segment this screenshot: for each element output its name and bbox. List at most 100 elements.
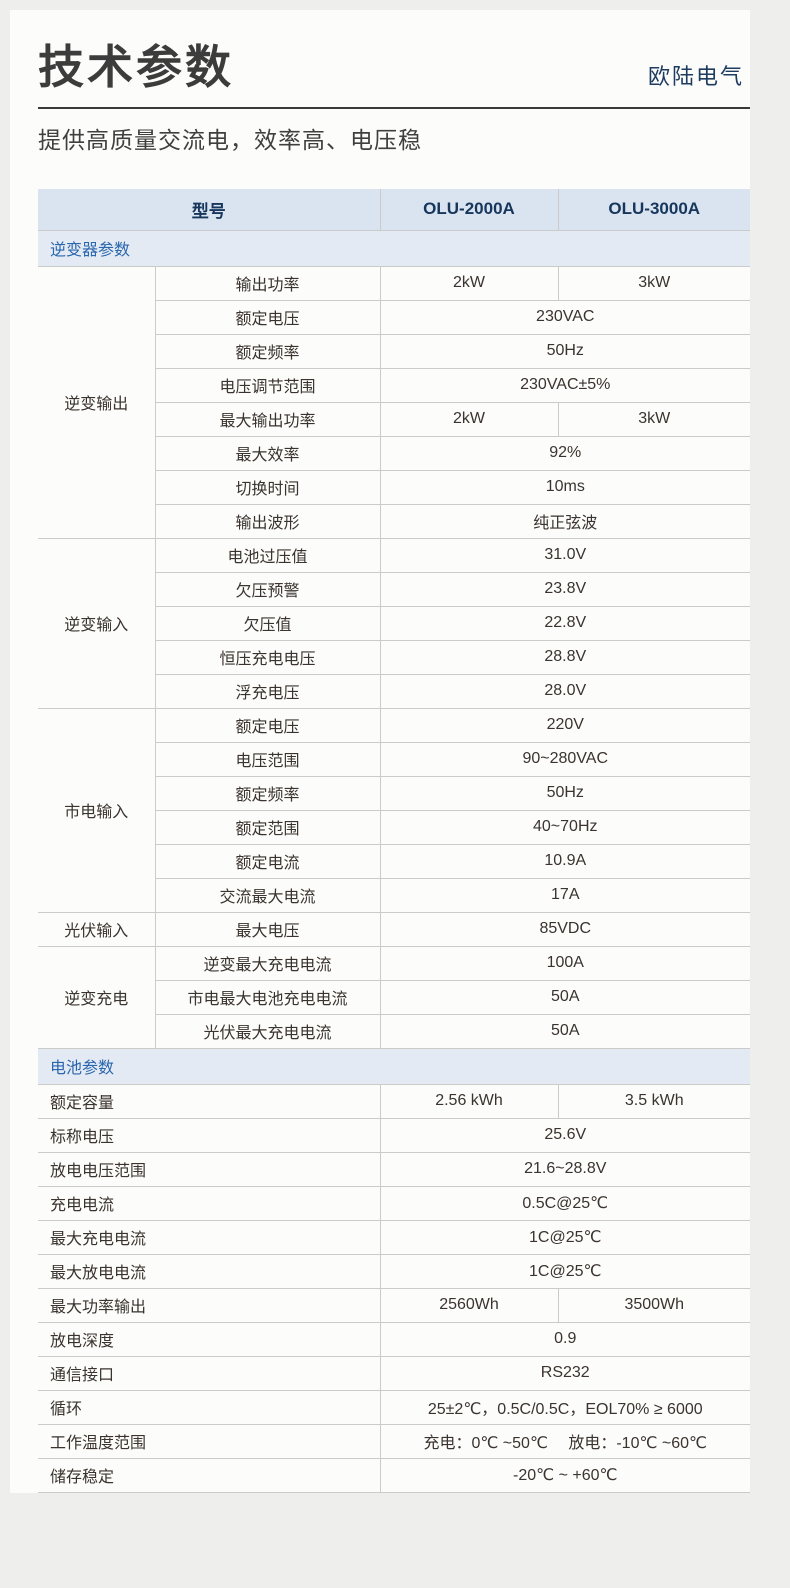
value-cell: 220V bbox=[379, 707, 750, 743]
spec-table: 型号 OLU-2000A OLU-3000A 逆变器参数 逆变输出 输出功率 2… bbox=[38, 189, 750, 1493]
param-label-cell: 最大效率 bbox=[155, 435, 381, 471]
value-cell: 40~70Hz bbox=[379, 809, 750, 845]
value-cell: 50Hz bbox=[379, 775, 750, 811]
value-cell: 25±2℃，0.5C/0.5C，EOL70% ≥ 6000 bbox=[379, 1389, 750, 1425]
value-cell: 2.56 kWh bbox=[379, 1083, 559, 1119]
table-row: 充电电流 0.5C@25℃ bbox=[38, 1185, 750, 1221]
param-label-cell: 通信接口 bbox=[38, 1355, 381, 1391]
table-row: 逆变输出 输出功率 2kW 3kW bbox=[38, 265, 750, 539]
value-cell: 230VAC±5% bbox=[379, 367, 750, 403]
param-label-cell: 市电最大电池充电电流 bbox=[155, 979, 381, 1015]
value-cell: 28.8V bbox=[379, 639, 750, 675]
param-label-cell: 最大电压 bbox=[154, 911, 381, 947]
model-a-header-cell: OLU-2000A bbox=[379, 189, 559, 231]
value-cell: 25.6V bbox=[379, 1117, 750, 1153]
brand-name: 欧陆电气 bbox=[647, 64, 744, 90]
value-cell: 230VAC bbox=[379, 299, 750, 335]
table-row: 循环 25±2℃，0.5C/0.5C，EOL70% ≥ 6000 bbox=[38, 1389, 750, 1425]
table-row: 储存稳定 -20℃ ~ +60℃ bbox=[38, 1457, 750, 1493]
model-b-header-cell: OLU-3000A bbox=[557, 189, 750, 231]
param-label-cell: 光伏最大充电电流 bbox=[155, 1013, 381, 1049]
page-title: 技术参数 bbox=[38, 41, 234, 93]
table-row: 输出波形 纯正弦波 bbox=[38, 503, 750, 539]
table-row: 最大效率 92% bbox=[38, 435, 750, 471]
param-label-cell: 额定频率 bbox=[155, 333, 381, 369]
param-label-cell: 逆变最大充电电流 bbox=[154, 945, 381, 981]
param-label-cell: 输出波形 bbox=[155, 503, 381, 539]
value-cell: 23.8V bbox=[379, 571, 750, 607]
param-label-cell: 欠压预警 bbox=[155, 571, 381, 607]
category-cell: 逆变充电 bbox=[38, 945, 156, 1049]
param-label-cell: 最大功率输出 bbox=[38, 1287, 381, 1323]
param-label-cell: 欠压值 bbox=[155, 605, 381, 641]
param-label-cell: 最大输出功率 bbox=[155, 401, 381, 437]
table-row: 恒压充电电压 28.8V bbox=[38, 639, 750, 675]
value-cell: 50A bbox=[379, 979, 750, 1015]
param-label-cell: 放电深度 bbox=[38, 1321, 381, 1357]
param-label-cell: 电压调节范围 bbox=[155, 367, 381, 403]
table-row: 切换时间 10ms bbox=[38, 469, 750, 505]
value-cell: 充电：0℃ ~50℃ 放电：-10℃ ~60℃ bbox=[379, 1423, 750, 1459]
param-label-cell: 额定电压 bbox=[154, 707, 381, 743]
param-label-cell: 交流最大电流 bbox=[155, 877, 381, 913]
param-label-cell: 输出功率 bbox=[154, 265, 381, 301]
section-header-row: 逆变器参数 bbox=[38, 229, 750, 267]
table-row: 最大输出功率 2kW 3kW bbox=[38, 401, 750, 437]
table-row: 额定频率 50Hz bbox=[38, 775, 750, 811]
section-header-row: 电池参数 bbox=[38, 1047, 750, 1085]
value-cell: 0.9 bbox=[379, 1321, 750, 1357]
category-cell: 光伏输入 bbox=[38, 911, 156, 947]
param-label-cell: 切换时间 bbox=[155, 469, 381, 505]
param-label-cell: 循环 bbox=[38, 1389, 381, 1425]
value-cell: 3.5 kWh bbox=[557, 1083, 750, 1119]
value-cell: RS232 bbox=[379, 1355, 750, 1391]
category-cell: 逆变输出 bbox=[38, 265, 156, 539]
param-label-cell: 放电电压范围 bbox=[38, 1151, 381, 1187]
param-label-cell: 工作温度范围 bbox=[38, 1423, 381, 1459]
table-row: 最大功率输出 2560Wh 3500Wh bbox=[38, 1287, 750, 1323]
section-header-inverter: 逆变器参数 bbox=[38, 229, 750, 267]
param-label-cell: 电压范围 bbox=[155, 741, 381, 777]
value-cell: 92% bbox=[379, 435, 750, 471]
table-row: 额定容量 2.56 kWh 3.5 kWh bbox=[38, 1083, 750, 1119]
table-row: 浮充电压 28.0V bbox=[38, 673, 750, 709]
param-label-cell: 额定范围 bbox=[155, 809, 381, 845]
value-cell: 3kW bbox=[557, 265, 750, 301]
value-cell: 31.0V bbox=[379, 537, 750, 573]
table-row: 工作温度范围 充电：0℃ ~50℃ 放电：-10℃ ~60℃ bbox=[38, 1423, 750, 1459]
param-label-cell: 充电电流 bbox=[38, 1185, 381, 1221]
table-row: 通信接口 RS232 bbox=[38, 1355, 750, 1391]
table-row: 放电电压范围 21.6~28.8V bbox=[38, 1151, 750, 1187]
model-header-cell: 型号 bbox=[38, 189, 381, 231]
value-cell: 1C@25℃ bbox=[379, 1253, 750, 1289]
value-cell: 1C@25℃ bbox=[379, 1219, 750, 1255]
param-label-cell: 储存稳定 bbox=[38, 1457, 381, 1493]
table-row: 市电最大电池充电电流 50A bbox=[38, 979, 750, 1015]
value-cell: 2kW bbox=[379, 265, 559, 301]
value-cell: 2560Wh bbox=[379, 1287, 559, 1323]
table-row: 逆变输入 电池过压值 31.0V bbox=[38, 537, 750, 709]
param-label-cell: 标称电压 bbox=[38, 1117, 381, 1153]
param-label-cell: 浮充电压 bbox=[155, 673, 381, 709]
param-label-cell: 最大放电电流 bbox=[38, 1253, 381, 1289]
param-label-cell: 额定电流 bbox=[155, 843, 381, 879]
section-header-battery: 电池参数 bbox=[38, 1047, 750, 1085]
value-cell: 0.5C@25℃ bbox=[379, 1185, 750, 1221]
value-cell: 3kW bbox=[557, 401, 750, 437]
table-row: 最大充电电流 1C@25℃ bbox=[38, 1219, 750, 1255]
table-row: 标称电压 25.6V bbox=[38, 1117, 750, 1153]
value-cell: 2kW bbox=[379, 401, 559, 437]
value-cell: 10ms bbox=[379, 469, 750, 505]
value-cell: 50A bbox=[379, 1013, 750, 1049]
table-row: 欠压预警 23.8V bbox=[38, 571, 750, 607]
content-card: 技术参数 欧陆电气 提供高质量交流电，效率高、电压稳 型号 OLU-2000A … bbox=[10, 10, 750, 1493]
value-cell: 28.0V bbox=[379, 673, 750, 709]
value-cell: 纯正弦波 bbox=[379, 503, 750, 539]
table-row: 额定范围 40~70Hz bbox=[38, 809, 750, 845]
value-cell: 100A bbox=[379, 945, 750, 981]
value-cell: 3500Wh bbox=[557, 1287, 750, 1323]
table-row: 额定电压 230VAC bbox=[38, 299, 750, 335]
category-cell: 逆变输入 bbox=[38, 537, 156, 709]
table-row: 光伏输入 最大电压 85VDC bbox=[38, 911, 750, 947]
table-row: 逆变充电 逆变最大充电电流 100A bbox=[38, 945, 750, 1049]
